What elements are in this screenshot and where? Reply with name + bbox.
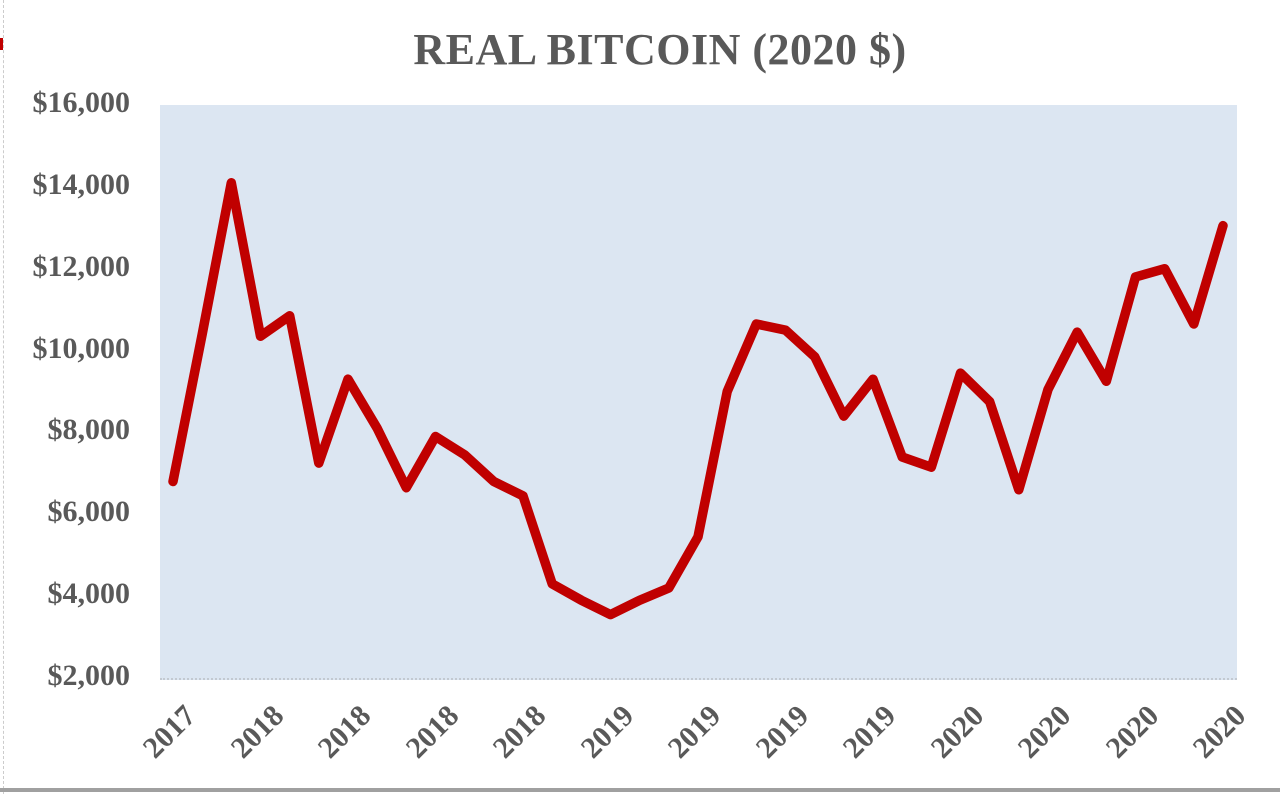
x-axis-tick-label: 2019 <box>749 699 815 765</box>
x-axis-tick-label: 2018 <box>311 699 378 765</box>
line-chart <box>168 178 1228 620</box>
window-bottom-border <box>0 788 1280 792</box>
price-line <box>168 178 1228 620</box>
plot-area <box>160 105 1237 680</box>
page-break-dashed-line <box>3 0 4 794</box>
x-axis-tick-label: 2020 <box>924 699 990 765</box>
y-axis-tick-label: $10,000 <box>32 331 131 365</box>
x-axis-tick-label: 2019 <box>661 699 728 765</box>
left-edge-red-artifact <box>0 38 3 50</box>
y-axis-tick-label: $8,000 <box>47 413 131 447</box>
x-axis-tick-label: 2020 <box>1099 699 1165 765</box>
x-axis-tick-label: 2020 <box>1011 699 1078 765</box>
y-axis-tick-label: $16,000 <box>32 86 131 119</box>
y-axis-tick-label: $6,000 <box>47 495 131 529</box>
y-axis-tick-label: $14,000 <box>32 167 131 201</box>
x-axis-tick-label: 2020 <box>1186 699 1253 765</box>
x-axis-tick-label: 2019 <box>574 699 640 765</box>
x-axis-tick-label: 2018 <box>486 699 553 765</box>
chart-title: REAL BITCOIN (2020 $) <box>413 25 907 74</box>
x-axis-tick-label: 2019 <box>836 699 903 765</box>
y-axis-tick-label: $4,000 <box>47 577 131 611</box>
x-axis-tick-label: 2018 <box>224 699 290 765</box>
x-axis-tick-label: 2017 <box>136 699 203 765</box>
x-axis-tick-label: 2018 <box>399 699 465 765</box>
y-axis-tick-label: $2,000 <box>47 659 131 692</box>
y-axis-tick-label: $12,000 <box>32 249 131 283</box>
